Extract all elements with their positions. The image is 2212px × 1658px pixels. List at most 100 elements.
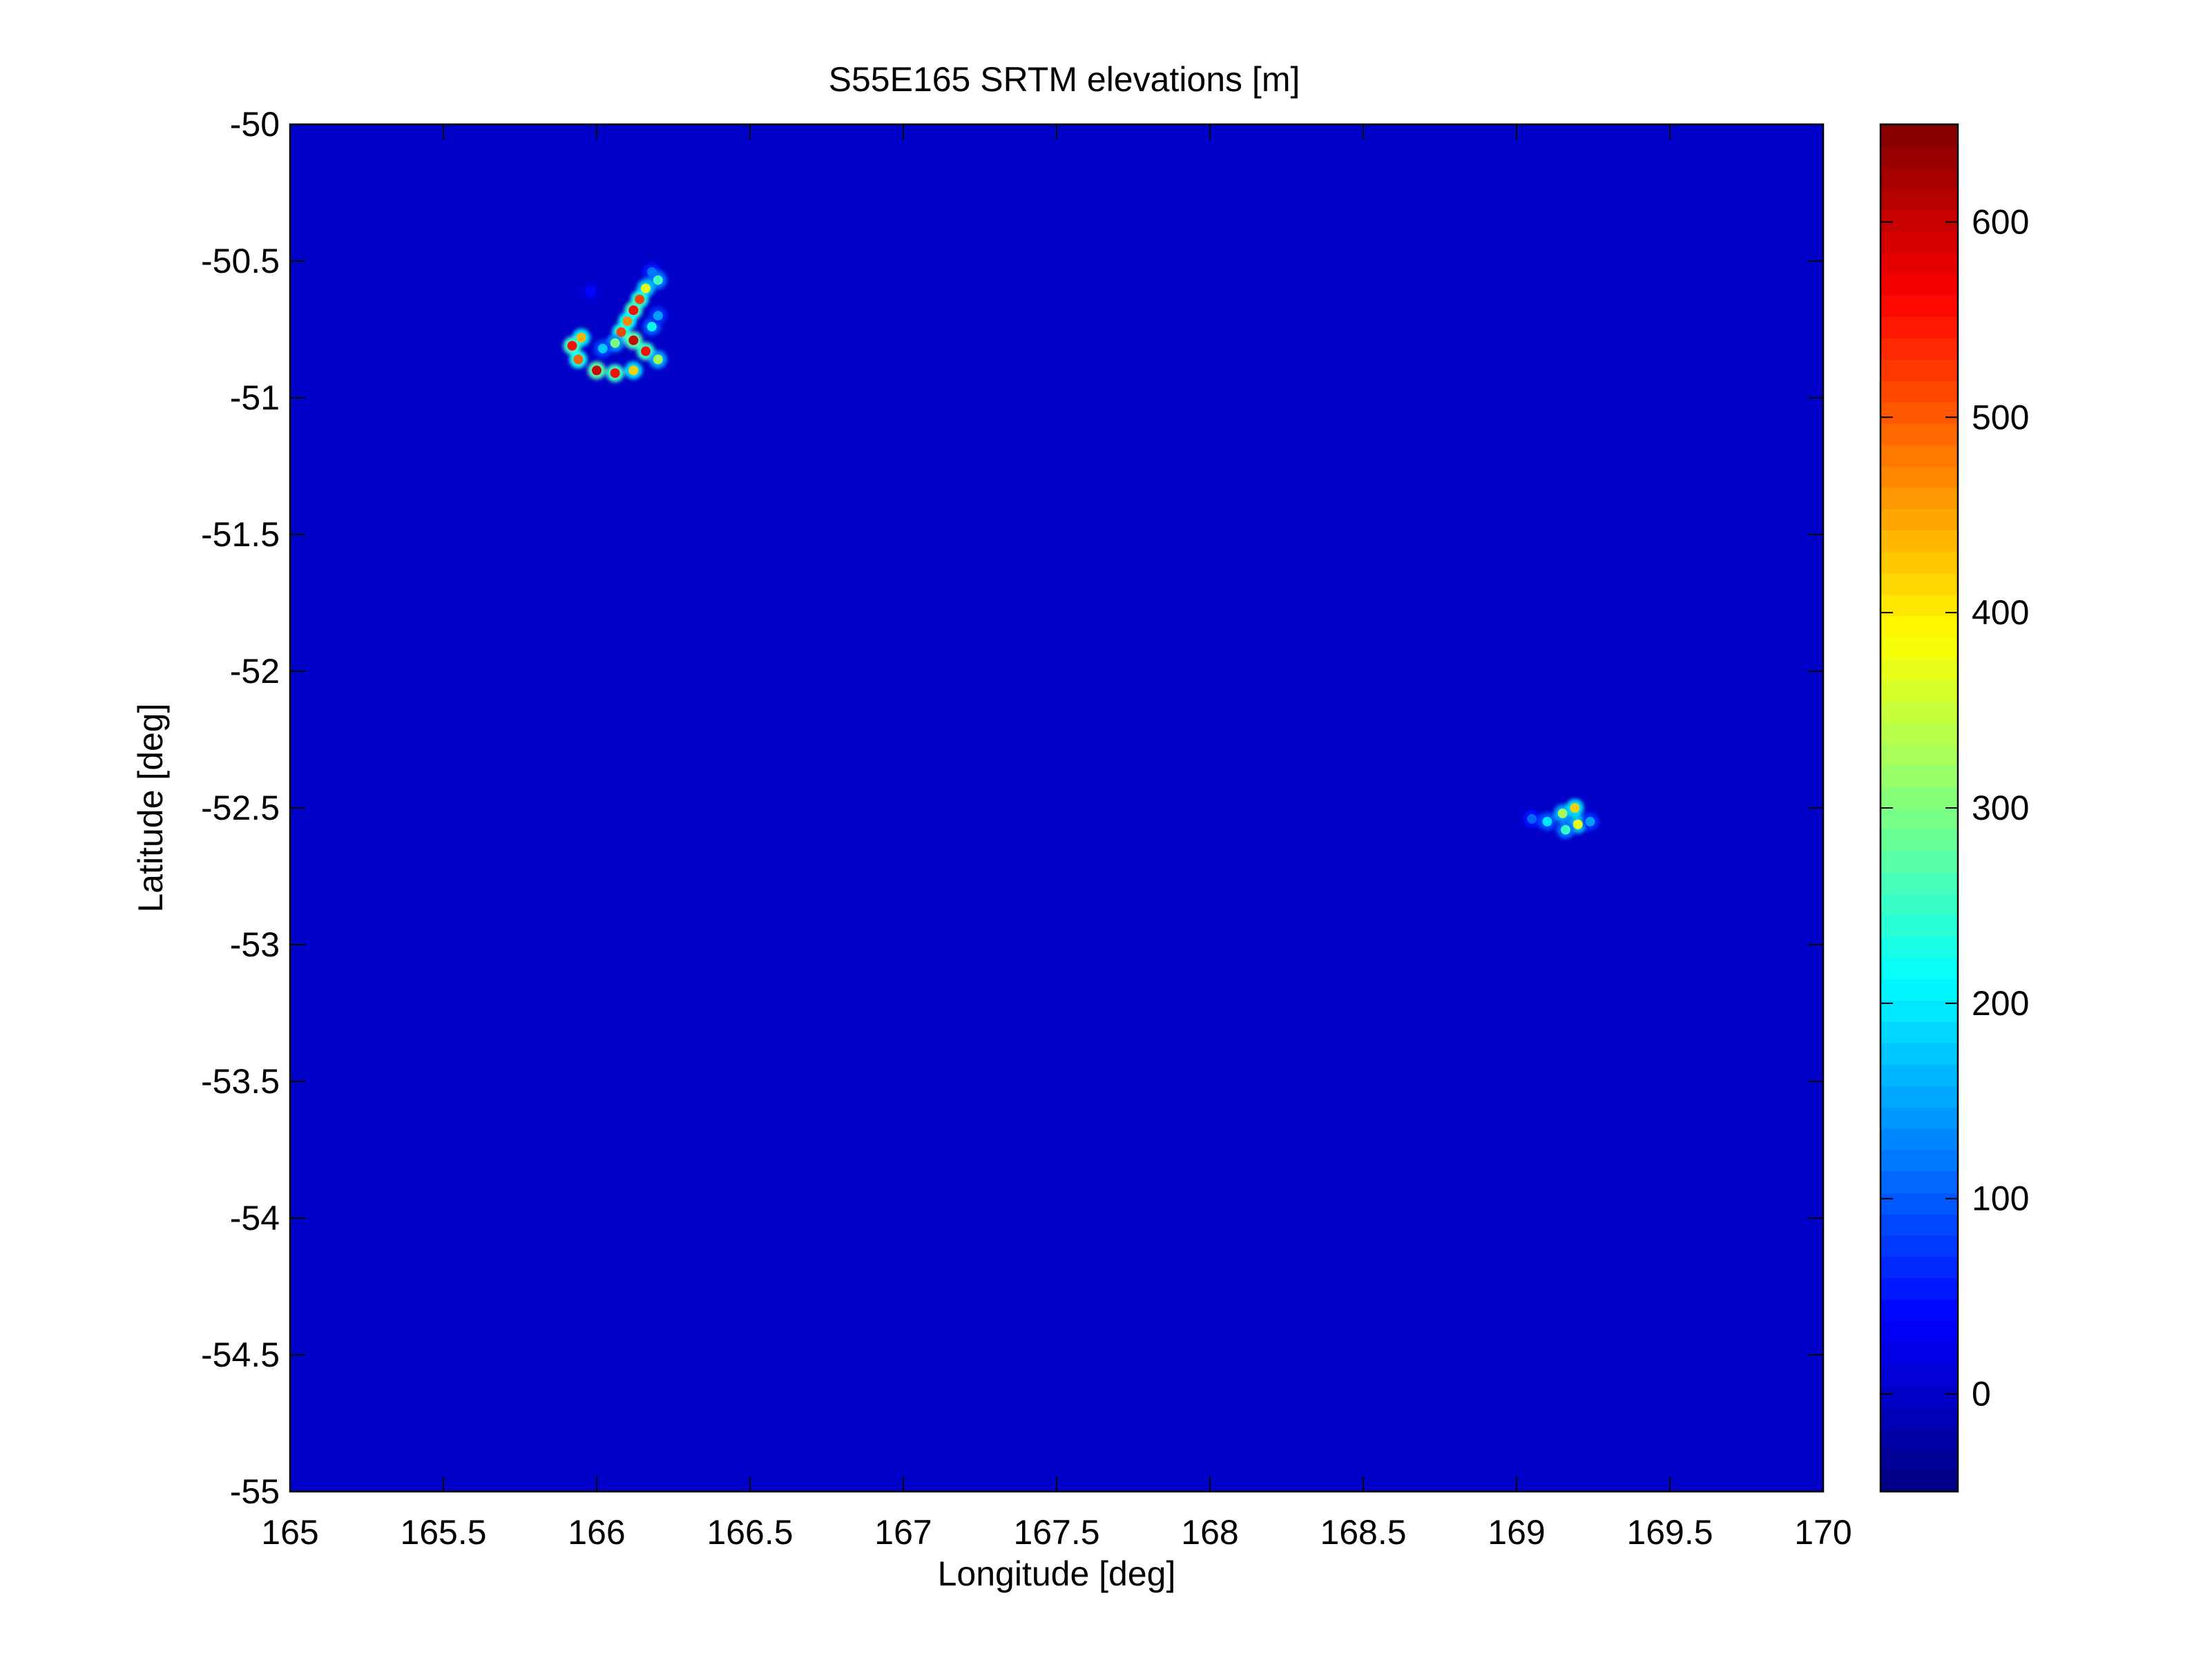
feature-1 bbox=[563, 262, 667, 383]
y-tick-label: -50 bbox=[230, 105, 280, 144]
colorbar-level bbox=[1881, 1427, 1958, 1449]
x-tick-label: 170 bbox=[1794, 1513, 1852, 1552]
elevation-point bbox=[1561, 825, 1571, 835]
colorbar-level bbox=[1881, 508, 1958, 531]
elevation-point bbox=[567, 340, 577, 351]
elevation-point bbox=[1542, 816, 1552, 827]
x-tick-label: 165.5 bbox=[400, 1513, 486, 1552]
elevation-point bbox=[1573, 819, 1583, 829]
colorbar-level bbox=[1881, 957, 1958, 980]
colorbar-level bbox=[1881, 487, 1958, 510]
colorbar-level bbox=[1881, 572, 1958, 595]
elevation-point bbox=[646, 267, 657, 277]
colorbar-level bbox=[1881, 273, 1958, 296]
y-tick-label: -54.5 bbox=[201, 1336, 280, 1374]
colorbar-level bbox=[1881, 316, 1958, 338]
y-tick-label: -52.5 bbox=[201, 789, 280, 827]
elevation-point bbox=[597, 343, 608, 354]
colorbar-level bbox=[1881, 380, 1958, 403]
colorbar-level bbox=[1881, 445, 1958, 467]
colorbar-level bbox=[1881, 594, 1958, 617]
elevation-point bbox=[610, 338, 620, 348]
y-axis-label: Latitude [deg] bbox=[131, 703, 170, 912]
elevation-point bbox=[592, 365, 602, 376]
colorbar-tick-label: 400 bbox=[1972, 593, 2029, 632]
colorbar-level bbox=[1881, 637, 1958, 659]
colorbar-level bbox=[1881, 701, 1958, 723]
elevation-point bbox=[641, 346, 651, 356]
colorbar-level bbox=[1881, 166, 1958, 189]
colorbar-level bbox=[1881, 1363, 1958, 1385]
colorbar-level bbox=[1881, 124, 1958, 146]
colorbar-level bbox=[1881, 722, 1958, 744]
feature-2 bbox=[1523, 799, 1599, 839]
colorbar-level bbox=[1881, 765, 1958, 787]
colorbar-level bbox=[1881, 359, 1958, 381]
x-tick-label: 168.5 bbox=[1320, 1513, 1406, 1552]
colorbar-level bbox=[1881, 893, 1958, 916]
x-tick-label: 168 bbox=[1181, 1513, 1238, 1552]
colorbar-level bbox=[1881, 338, 1958, 360]
colorbar-level bbox=[1881, 423, 1958, 445]
colorbar-level bbox=[1881, 1470, 1958, 1492]
elevation-point bbox=[653, 311, 663, 321]
colorbar-level bbox=[1881, 1128, 1958, 1150]
elevation-point bbox=[573, 354, 584, 365]
chart-title: S55E165 SRTM elevations [m] bbox=[829, 60, 1300, 99]
x-axis: 165 165.5 166 166.5 167 167.5 168 168.5 169 169.5… bbox=[261, 124, 1852, 1552]
x-tick-label: 165 bbox=[261, 1513, 318, 1552]
elevation-point bbox=[628, 365, 639, 376]
colorbar-level bbox=[1881, 1021, 1958, 1043]
island-features bbox=[563, 262, 1599, 839]
colorbar-level bbox=[1881, 1107, 1958, 1129]
colorbar-level bbox=[1881, 615, 1958, 638]
y-tick-label: -52 bbox=[230, 652, 280, 691]
elevation-point bbox=[635, 294, 645, 305]
colorbar-level bbox=[1881, 231, 1958, 253]
colorbar-level bbox=[1881, 787, 1958, 809]
colorbar-level bbox=[1881, 1235, 1958, 1257]
colorbar-level bbox=[1881, 679, 1958, 702]
colorbar-level bbox=[1881, 1043, 1958, 1065]
y-tick-label: -54 bbox=[230, 1199, 280, 1237]
colorbar-level bbox=[1881, 1320, 1958, 1343]
elevation-point bbox=[1585, 816, 1595, 827]
colorbar-level bbox=[1881, 1086, 1958, 1108]
elevation-point bbox=[1557, 808, 1568, 818]
elevation-point bbox=[1570, 803, 1580, 813]
colorbar-tick-label: 300 bbox=[1972, 789, 2029, 827]
x-tick-label: 167 bbox=[874, 1513, 932, 1552]
colorbar-tick-label: 100 bbox=[1972, 1179, 2029, 1218]
y-tick-label: -51 bbox=[230, 378, 280, 417]
colorbar-level bbox=[1881, 829, 1958, 851]
colorbar-level bbox=[1881, 1449, 1958, 1471]
colorbar-level bbox=[1881, 1064, 1958, 1086]
x-tick-label: 166.5 bbox=[706, 1513, 793, 1552]
colorbar-axis: 0 100 200 300 400 500 600 bbox=[1881, 202, 2029, 1414]
colorbar bbox=[1881, 124, 1958, 1492]
colorbar-level bbox=[1881, 1000, 1958, 1022]
colorbar-level bbox=[1881, 551, 1958, 574]
colorbar-level bbox=[1881, 188, 1958, 211]
colorbar-level bbox=[1881, 1170, 1958, 1193]
colorbar-level bbox=[1881, 744, 1958, 766]
colorbar-level bbox=[1881, 1385, 1958, 1407]
elevation-point bbox=[641, 283, 651, 293]
elevation-point bbox=[653, 354, 663, 365]
colorbar-level bbox=[1881, 871, 1958, 894]
colorbar-level bbox=[1881, 1278, 1958, 1300]
x-tick-label: 169 bbox=[1488, 1513, 1545, 1552]
colorbar-tick-label: 200 bbox=[1972, 984, 2029, 1023]
colorbar-tick-label: 0 bbox=[1972, 1375, 1991, 1414]
elevation-point bbox=[628, 335, 639, 345]
colorbar-level bbox=[1881, 979, 1958, 1001]
y-tick-label: -51.5 bbox=[201, 515, 280, 554]
y-tick-label: -53 bbox=[230, 925, 280, 964]
x-tick-label: 169.5 bbox=[1626, 1513, 1713, 1552]
x-tick-label: 167.5 bbox=[1013, 1513, 1099, 1552]
elevation-point bbox=[616, 327, 626, 337]
x-axis-label: Longitude [deg] bbox=[938, 1554, 1176, 1593]
elevation-point bbox=[576, 332, 586, 343]
colorbar-level bbox=[1881, 850, 1958, 873]
y-axis: -50 -50.5 -51 -51.5 -52 -52.5 -53 -53.5 -54 -54.5… bbox=[201, 105, 1823, 1511]
